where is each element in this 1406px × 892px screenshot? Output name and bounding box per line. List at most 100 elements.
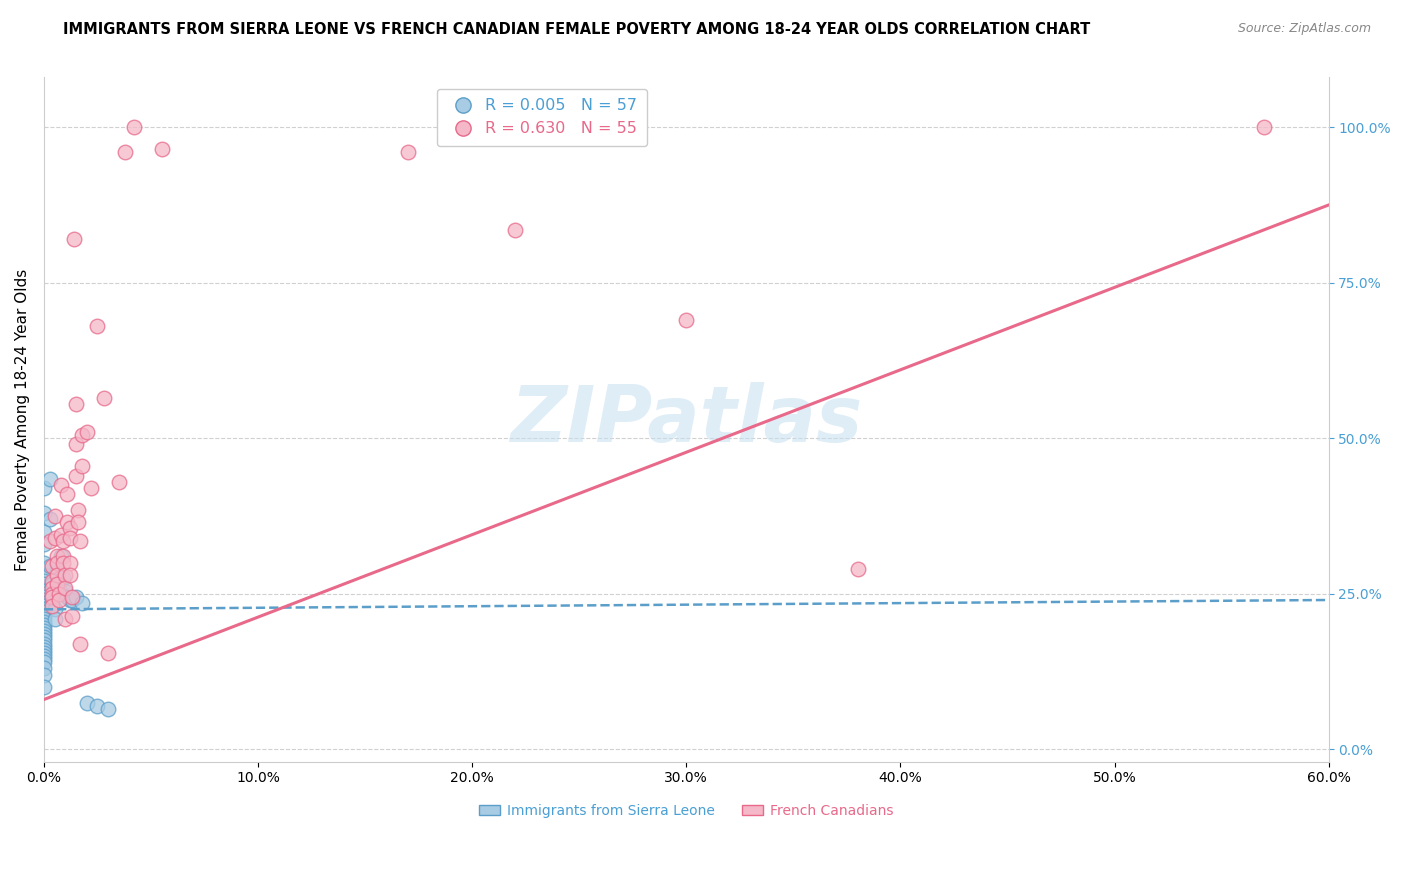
Point (39, 512, 62, 526)
Point (58, 556, 80, 570)
Point (503, 223, 526, 237)
Point (60, 608, 83, 623)
Point (53, 568, 76, 582)
Point (63, 232, 86, 246)
Point (76, 696, 98, 710)
Point (32, 661, 55, 675)
Point (675, 313, 697, 327)
Point (32, 574, 55, 589)
Point (32, 630, 55, 644)
Point (32, 599, 55, 614)
Point (114, 145, 136, 160)
Point (32, 640, 55, 654)
Point (41, 558, 63, 573)
Point (80, 481, 103, 495)
Point (60, 593, 83, 607)
Point (32, 680, 55, 694)
Point (45, 556, 67, 570)
Point (32, 648, 55, 663)
Point (56, 590, 79, 604)
Point (32, 556, 55, 570)
Point (32, 593, 55, 607)
Point (32, 506, 55, 520)
Point (53, 581, 76, 595)
Point (32, 537, 55, 551)
Point (48, 587, 70, 601)
Point (93, 391, 115, 405)
Point (41, 590, 63, 604)
Point (32, 524, 55, 539)
Point (32, 655, 55, 669)
Text: Source: ZipAtlas.com: Source: ZipAtlas.com (1237, 22, 1371, 36)
Point (67, 503, 90, 517)
Point (32, 667, 55, 681)
Point (65, 468, 87, 483)
Point (39, 472, 62, 486)
Point (32, 652, 55, 666)
Point (32, 624, 55, 639)
Point (48, 593, 70, 607)
Point (49, 527, 72, 541)
Point (32, 587, 55, 601)
Point (72, 428, 94, 442)
Point (45, 549, 67, 564)
Point (45, 577, 67, 591)
Point (58, 521, 80, 535)
Point (39, 558, 62, 573)
Point (41, 587, 63, 601)
Point (32, 621, 55, 635)
Point (56, 487, 79, 501)
Point (41, 581, 63, 595)
Point (846, 562, 869, 576)
Point (32, 636, 55, 650)
Point (32, 612, 55, 626)
Point (52, 549, 75, 564)
Point (1253, 120, 1275, 135)
Point (67, 515, 90, 529)
Point (41, 590, 63, 604)
Point (44, 508, 66, 523)
Point (58, 568, 80, 582)
Point (49, 549, 72, 564)
Point (32, 608, 55, 623)
Point (39, 533, 62, 548)
Point (32, 615, 55, 629)
Y-axis label: Female Poverty Among 18-24 Year Olds: Female Poverty Among 18-24 Year Olds (15, 268, 30, 571)
Point (72, 596, 94, 610)
Point (32, 606, 55, 620)
Point (97, 646, 120, 660)
Point (150, 142, 173, 156)
Point (32, 627, 55, 641)
Point (86, 698, 108, 713)
Point (44, 531, 66, 545)
Point (32, 596, 55, 610)
Point (72, 459, 94, 474)
Point (122, 120, 145, 135)
Point (32, 583, 55, 598)
Point (41, 577, 63, 591)
Point (32, 633, 55, 648)
Point (97, 702, 120, 716)
Legend: Immigrants from Sierra Leone, French Canadians: Immigrants from Sierra Leone, French Can… (474, 798, 900, 823)
Point (60, 590, 83, 604)
Point (56, 515, 79, 529)
Point (52, 533, 75, 548)
Point (58, 531, 80, 545)
Point (44, 583, 66, 598)
Point (48, 581, 70, 595)
Point (32, 568, 55, 582)
Text: IMMIGRANTS FROM SIERRA LEONE VS FRENCH CANADIAN FEMALE POVERTY AMONG 18-24 YEAR : IMMIGRANTS FROM SIERRA LEONE VS FRENCH C… (63, 22, 1091, 37)
Point (44, 602, 66, 616)
Point (86, 319, 108, 334)
Point (32, 618, 55, 632)
Point (49, 478, 72, 492)
Point (108, 475, 131, 489)
Point (76, 425, 98, 439)
Point (53, 612, 76, 626)
Point (41, 596, 63, 610)
Point (41, 574, 63, 589)
Point (45, 568, 67, 582)
Point (45, 565, 67, 579)
Point (52, 556, 75, 570)
Point (53, 583, 76, 598)
